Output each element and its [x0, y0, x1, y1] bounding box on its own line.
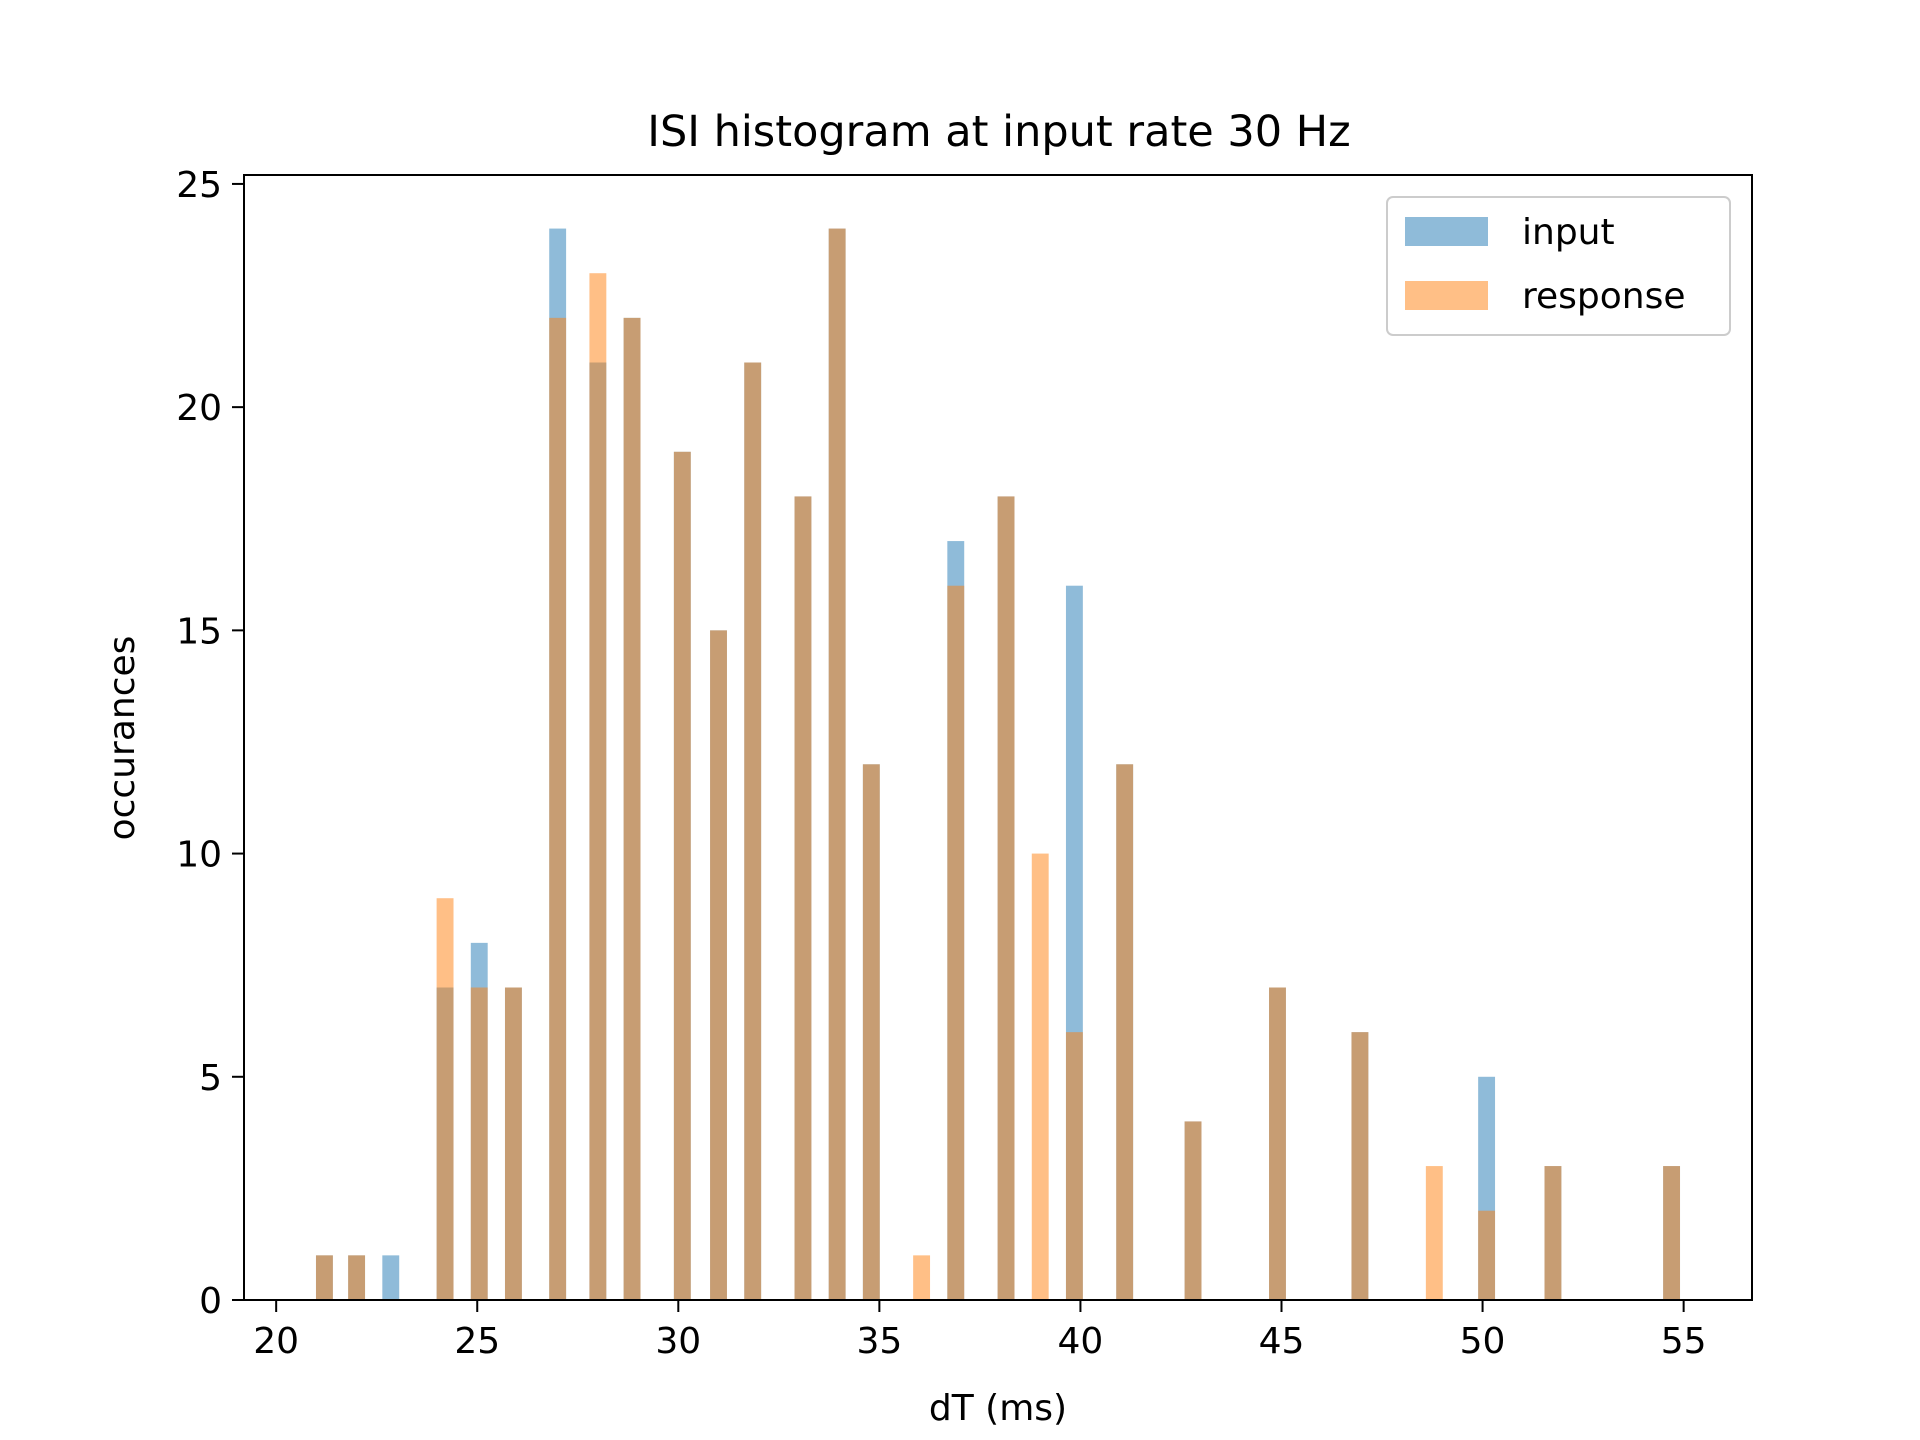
legend-label-response: response [1522, 276, 1686, 317]
legend-label-input: input [1522, 212, 1615, 253]
x-tick-label-20: 20 [253, 1321, 299, 1362]
bar-response-17 [1031, 853, 1049, 1300]
y-axis-title: occurances [102, 636, 143, 841]
bar-response-4 [504, 987, 522, 1300]
bar-response-9 [710, 630, 727, 1300]
bar-response-7 [623, 317, 641, 1300]
legend: input response [1386, 196, 1731, 336]
bar-response-14 [913, 1255, 931, 1300]
x-tick-label-45: 45 [1259, 1321, 1305, 1362]
bar-response-23 [1425, 1166, 1443, 1300]
bar-response-3 [470, 987, 488, 1300]
bar-response-0 [315, 1255, 333, 1300]
bar-response-25 [1544, 1166, 1562, 1300]
plot-frame [243, 174, 1753, 1301]
x-tick-label-55: 55 [1661, 1321, 1707, 1362]
bar-response-22 [1351, 1032, 1369, 1300]
bar-response-5 [549, 317, 567, 1300]
legend-swatch-input [1405, 217, 1488, 246]
bar-response-18 [1065, 1032, 1083, 1300]
bar-response-21 [1269, 987, 1286, 1300]
y-axis: 0 5 10 15 20 25 [176, 165, 244, 1322]
x-tick-label-35: 35 [856, 1321, 902, 1362]
y-tick-label-5: 5 [199, 1058, 222, 1099]
legend-swatch-response [1405, 281, 1488, 310]
chart-title: ISI histogram at input rate 30 Hz [647, 107, 1350, 157]
bar-response-8 [673, 451, 691, 1300]
x-axis-title: dT (ms) [929, 1388, 1067, 1429]
y-tick-label-0: 0 [199, 1281, 222, 1322]
y-tick-label-25: 25 [176, 165, 222, 206]
y-tick-label-20: 20 [176, 388, 222, 429]
bars-layer [315, 228, 1681, 1301]
bar-response-19 [1116, 764, 1134, 1300]
y-tick-label-10: 10 [176, 835, 222, 876]
bar-response-16 [997, 496, 1015, 1300]
x-tick-label-40: 40 [1058, 1321, 1104, 1362]
x-tick-label-30: 30 [655, 1321, 701, 1362]
bar-response-15 [947, 585, 965, 1300]
bar-response-2 [436, 898, 454, 1300]
bar-response-1 [348, 1255, 366, 1300]
bar-response-6 [589, 273, 607, 1301]
x-tick-label-25: 25 [454, 1321, 500, 1362]
bar-response-13 [862, 764, 880, 1300]
bar-response-11 [794, 496, 812, 1300]
bar-response-10 [744, 362, 762, 1300]
y-tick-label-15: 15 [176, 611, 222, 652]
bar-response-20 [1184, 1121, 1202, 1300]
x-tick-label-50: 50 [1460, 1321, 1506, 1362]
bar-response-12 [828, 228, 846, 1300]
x-axis: 20 25 30 35 40 45 50 55 [253, 1300, 1707, 1362]
bar-input-2 [382, 1255, 400, 1300]
bar-response-24 [1478, 1210, 1496, 1300]
bar-response-26 [1663, 1166, 1681, 1300]
